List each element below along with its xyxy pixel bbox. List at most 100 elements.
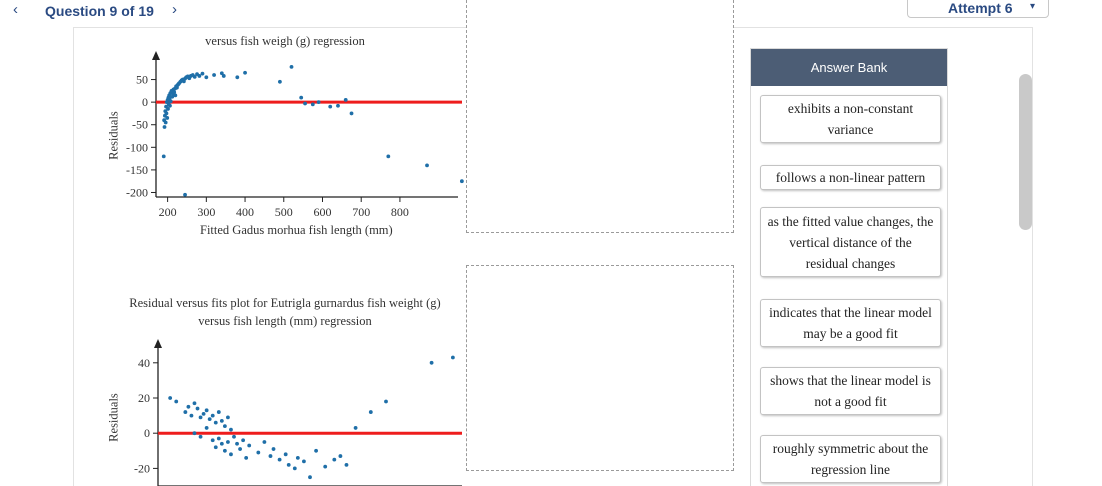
- residual-point: [229, 427, 233, 432]
- y-tick-label: 50: [136, 73, 148, 87]
- residual-point: [204, 426, 209, 430]
- answer-drop-target-1[interactable]: [466, 0, 734, 233]
- chevron-down-icon: ▾: [1030, 1, 1036, 12]
- residual-point: [232, 434, 236, 439]
- next-question-icon[interactable]: ›: [172, 1, 177, 18]
- residual-point: [219, 441, 224, 446]
- residual-point: [166, 107, 170, 111]
- residual-point: [235, 75, 240, 80]
- residual-point: [241, 438, 246, 443]
- answer-chip-symmetric[interactable]: roughly symmetric about the regression l…: [760, 435, 941, 483]
- residual-point: [277, 457, 282, 462]
- residual-point: [168, 396, 173, 400]
- residual-point: [271, 447, 276, 451]
- residual-point: [164, 111, 169, 116]
- residual-point: [328, 104, 333, 109]
- residual-point: [163, 120, 168, 125]
- residual-point: [213, 420, 218, 425]
- answer-bank: Answer Bank exhibits a non-constant vari…: [750, 48, 948, 486]
- residual-point: [262, 440, 267, 444]
- x-tick-label: 700: [352, 205, 370, 219]
- residual-point: [165, 116, 170, 120]
- residual-point: [222, 424, 227, 429]
- residual-point: [192, 431, 197, 436]
- residual-point: [247, 443, 252, 448]
- residual-point: [450, 355, 455, 360]
- y-tick-label: 40: [138, 356, 150, 370]
- residual-point: [168, 99, 173, 104]
- residual-point: [210, 438, 215, 443]
- residual-point: [314, 448, 318, 453]
- y-axis-arrow: [154, 339, 162, 348]
- residual-point: [323, 464, 328, 469]
- x-axis-label: Fitted Gadus morhua fish length (mm): [200, 223, 393, 237]
- answer-chip-nonconstant-variance[interactable]: exhibits a non-constant variance: [760, 95, 941, 143]
- residual-point: [292, 466, 297, 471]
- residual-point: [183, 410, 188, 414]
- residual-point: [221, 74, 226, 78]
- chart-title-line-1: Residual versus fits plot for Eutrigla g…: [129, 296, 441, 310]
- residual-point: [289, 65, 294, 69]
- chart-plot-area: 40 20 0 -20: [134, 339, 462, 486]
- residual-point: [343, 97, 348, 102]
- y-axis-arrow: [152, 51, 160, 60]
- residual-point: [308, 475, 312, 480]
- question-nav-bar: ‹ Question 9 of 19 › Attempt 6 ▾: [0, 0, 1102, 24]
- question-counter: Question 9 of 19: [45, 3, 154, 19]
- residual-point: [303, 101, 307, 106]
- answer-chip-nonlinear-pattern[interactable]: follows a non-linear pattern: [760, 165, 941, 190]
- residual-point: [195, 406, 200, 411]
- chart-title: versus fish weigh (g) regression: [205, 34, 365, 48]
- residual-point: [338, 454, 343, 458]
- residual-point: [201, 411, 206, 416]
- y-tick-label: -100: [126, 140, 148, 154]
- residual-point: [216, 410, 221, 414]
- residual-point: [244, 455, 249, 460]
- residual-point: [459, 179, 464, 184]
- y-tick-label: -50: [132, 118, 148, 132]
- residual-point: [192, 401, 197, 406]
- y-tick-label: -200: [126, 185, 148, 199]
- y-tick-label: -150: [126, 163, 148, 177]
- residual-point: [197, 74, 202, 78]
- answer-drop-target-2[interactable]: [466, 265, 734, 471]
- residual-point: [198, 415, 203, 420]
- residual-point: [161, 154, 166, 159]
- residual-point: [204, 408, 209, 413]
- residual-point: [299, 95, 304, 100]
- answer-chip-vertical-distance[interactable]: as the fitted value changes, the vertica…: [760, 207, 941, 277]
- attempt-dropdown[interactable]: Attempt 6 ▾: [907, 0, 1049, 18]
- residual-point: [336, 103, 340, 108]
- answer-chip-not-good-fit[interactable]: shows that the linear model is not a goo…: [760, 367, 941, 415]
- residual-point: [172, 90, 177, 95]
- answer-chip-good-fit[interactable]: indicates that the linear model may be a…: [760, 299, 941, 347]
- residual-point: [226, 415, 230, 420]
- y-tick-label: 20: [138, 391, 150, 405]
- x-tick-label: 500: [275, 205, 293, 219]
- residual-point: [226, 440, 230, 444]
- residual-point: [219, 418, 224, 423]
- vertical-scrollbar[interactable]: [1019, 74, 1032, 230]
- residual-point: [256, 450, 261, 455]
- y-tick-label: -20: [134, 461, 150, 475]
- residual-point: [425, 163, 429, 168]
- residual-point: [168, 103, 172, 108]
- residual-point: [216, 436, 221, 441]
- residual-point: [316, 100, 321, 105]
- previous-question-icon[interactable]: ‹: [13, 1, 18, 18]
- residual-plot-eutrigla-gurnardus: 40 20 0 -20 Residual versus fits plot for E…: [100, 294, 470, 486]
- residual-point: [198, 434, 203, 439]
- residual-point: [189, 413, 194, 418]
- residual-point: [207, 417, 212, 422]
- residual-point: [212, 73, 216, 77]
- chart-title-line-2: versus fish length (mm) regression: [198, 314, 372, 328]
- x-tick-label: 300: [197, 205, 215, 219]
- residual-point: [353, 426, 358, 430]
- residual-point: [183, 192, 187, 197]
- residual-point: [268, 454, 273, 458]
- x-tick-label: 200: [159, 205, 177, 219]
- residual-point: [210, 413, 215, 418]
- residual-point: [368, 410, 373, 414]
- residual-point: [283, 452, 288, 457]
- residual-point: [310, 102, 315, 107]
